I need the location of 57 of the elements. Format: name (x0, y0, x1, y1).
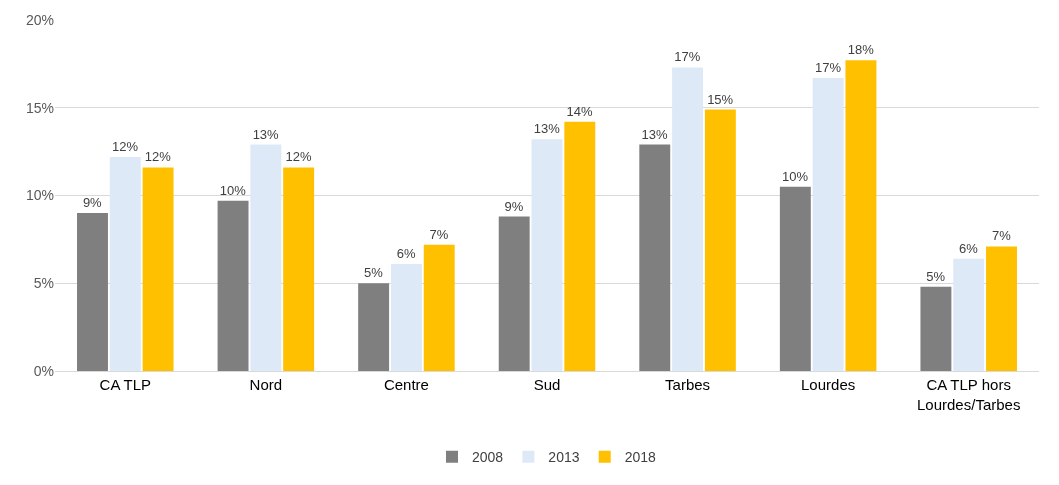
x-tick-label: Lourdes (801, 376, 856, 393)
bar (531, 139, 563, 371)
y-tick-label: 15% (25, 99, 54, 116)
data-label: 6% (396, 245, 417, 261)
bar (672, 67, 704, 371)
bar (77, 213, 108, 371)
data-label: 14% (566, 103, 594, 119)
data-label: 5% (364, 265, 384, 281)
data-label: 15% (707, 91, 734, 107)
bar (423, 244, 455, 371)
x-tick-label: CA TLP (99, 376, 151, 393)
bar (812, 77, 844, 371)
data-label: 12% (285, 149, 312, 165)
data-label: 6% (959, 240, 979, 256)
y-tick-label: 5% (33, 275, 54, 292)
data-label: 9% (82, 195, 103, 211)
bar (564, 121, 596, 371)
data-label: 18% (847, 42, 875, 58)
y-tick-label: 0% (33, 362, 54, 379)
data-label: 10% (782, 168, 809, 184)
x-tick-label: Nord (249, 376, 283, 393)
bar (779, 186, 811, 371)
bar (390, 263, 422, 371)
x-tick-label: CA TLP hors Lourdes/Tarbes (917, 376, 1021, 413)
x-tick-label: Centre (383, 376, 429, 393)
data-label: 17% (674, 49, 701, 65)
x-tick-label: Tarbes (665, 376, 711, 393)
legend-label: 2013 (548, 449, 580, 466)
bar (986, 246, 1017, 371)
data-label: 17% (814, 59, 842, 75)
bar (639, 144, 671, 371)
bar (142, 167, 174, 371)
data-label: 9% (504, 198, 524, 214)
bar (250, 144, 282, 371)
data-label: 13% (252, 126, 280, 142)
bar (109, 156, 141, 371)
data-label: 12% (112, 138, 139, 154)
data-label: 7% (991, 228, 1012, 244)
x-tick-label: Sud (533, 376, 561, 393)
legend-label: 2008 (472, 449, 504, 466)
data-label: 10% (219, 182, 247, 198)
bar (920, 286, 952, 371)
data-label: 5% (926, 268, 946, 284)
bar (953, 258, 985, 371)
y-tick-label: 20% (25, 11, 54, 28)
bar (845, 60, 877, 371)
legend-label: 2018 (624, 449, 657, 466)
data-label: 13% (533, 121, 561, 137)
bar (283, 167, 315, 371)
bar (704, 109, 736, 371)
bar (498, 216, 530, 371)
y-tick-label: 10% (25, 187, 54, 204)
data-label: 13% (641, 126, 668, 142)
bar (358, 283, 390, 371)
data-label: 12% (144, 149, 172, 165)
data-label: 7% (429, 226, 449, 242)
bar (217, 200, 249, 371)
